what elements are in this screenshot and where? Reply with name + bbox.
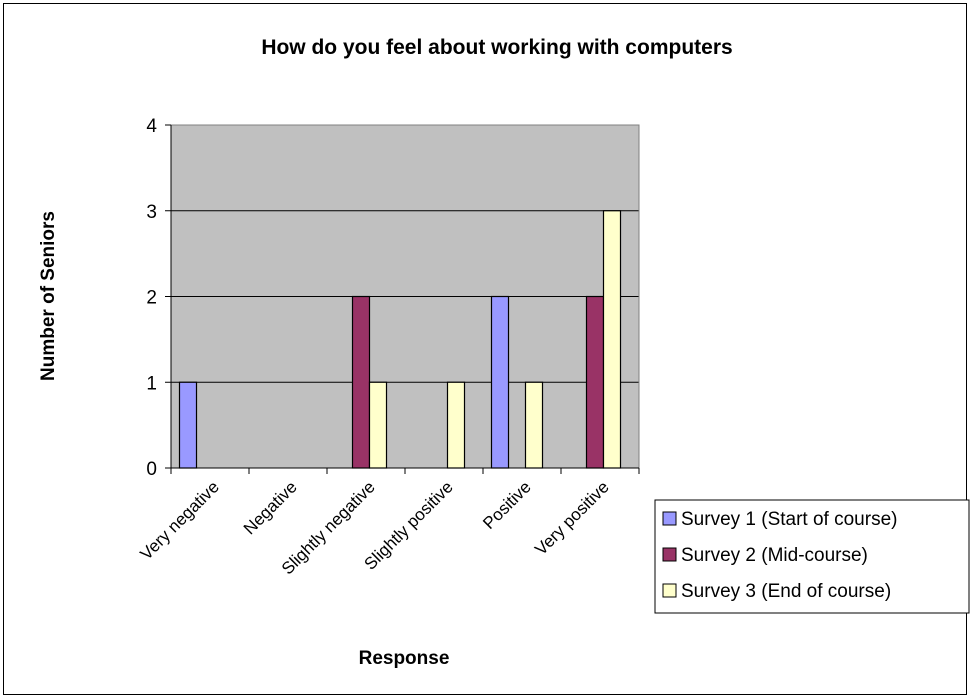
- legend-label: Survey 3 (End of course): [681, 581, 891, 602]
- legend-label: Survey 2 (Mid-course): [681, 545, 868, 566]
- legend-swatch: [662, 583, 677, 598]
- legend-swatch: [662, 511, 677, 526]
- bar: [585, 295, 605, 469]
- x-tick-label: Positive: [479, 477, 535, 533]
- bar: [351, 295, 371, 469]
- x-tick-label: Negative: [240, 477, 301, 538]
- axes: [165, 124, 640, 474]
- chart-title: How do you feel about working with compu…: [261, 36, 732, 59]
- y-tick-label: 0: [146, 459, 157, 480]
- y-tick-label: 3: [146, 202, 157, 223]
- bar: [490, 295, 510, 469]
- y-axis-title: Number of Seniors: [38, 211, 59, 381]
- y-tick-label: 1: [146, 373, 157, 394]
- x-tick-label: Very negative: [137, 477, 223, 563]
- bar: [368, 381, 388, 469]
- legend-label: Survey 1 (Start of course): [681, 509, 897, 530]
- legend: Survey 1 (Start of course) Survey 2 (Mid-…: [654, 499, 970, 614]
- bar: [602, 210, 622, 469]
- y-tick-label: 2: [146, 288, 157, 309]
- legend-swatch: [662, 547, 677, 562]
- y-tick-label: 4: [146, 116, 157, 137]
- bar: [178, 381, 198, 469]
- bar: [446, 381, 466, 469]
- y-tick-labels: 0 1 2 3 4: [146, 116, 157, 480]
- bars: [178, 210, 622, 469]
- x-tick-label: Very positive: [531, 477, 613, 559]
- x-axis-title: Response: [359, 648, 450, 669]
- bar: [524, 381, 544, 469]
- legend-box: [654, 499, 970, 614]
